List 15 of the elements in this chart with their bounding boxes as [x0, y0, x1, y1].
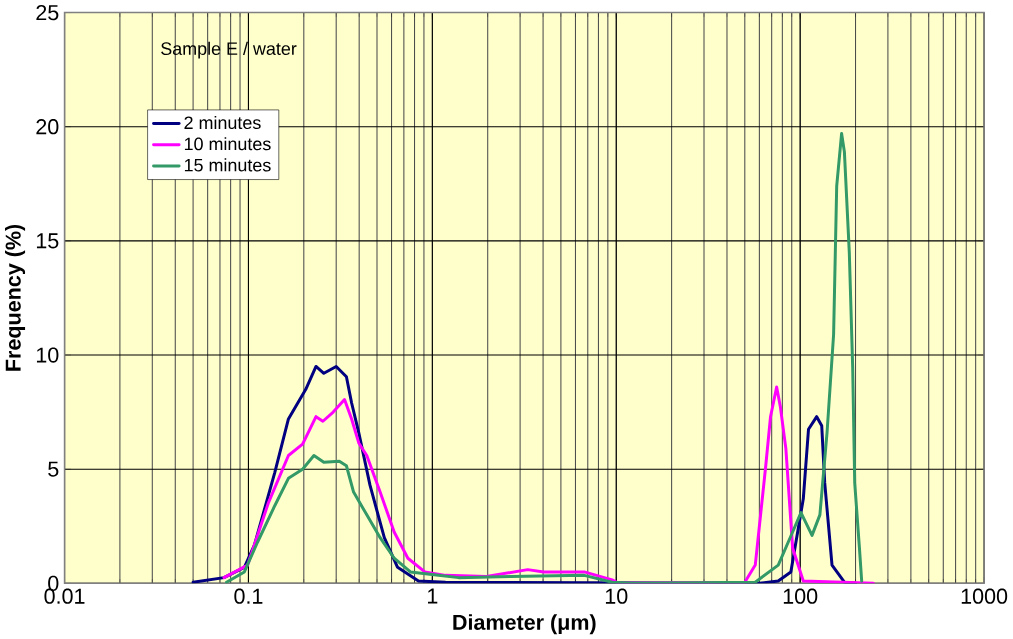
y-tick-label: 20 [36, 119, 59, 135]
x-tick-label: 0.1 [234, 588, 263, 604]
x-tick-label: 100 [783, 588, 818, 604]
y-tick-label: 15 [36, 233, 59, 249]
legend-label: 15 minutes [184, 158, 271, 172]
x-tick-label: 10 [605, 588, 628, 604]
y-axis-title: Frequency (%) [4, 224, 26, 371]
y-tick-label: 25 [36, 4, 59, 21]
x-tick-label: 1 [428, 588, 438, 604]
y-tick-label: 10 [36, 347, 59, 363]
legend-label: 10 minutes [184, 137, 271, 151]
y-tick-label: 5 [48, 461, 59, 477]
legend-label: 2 minutes [184, 115, 261, 129]
x-tick-label: 1000 [961, 588, 1008, 604]
x-axis-title: Diameter (μm) [453, 614, 596, 635]
